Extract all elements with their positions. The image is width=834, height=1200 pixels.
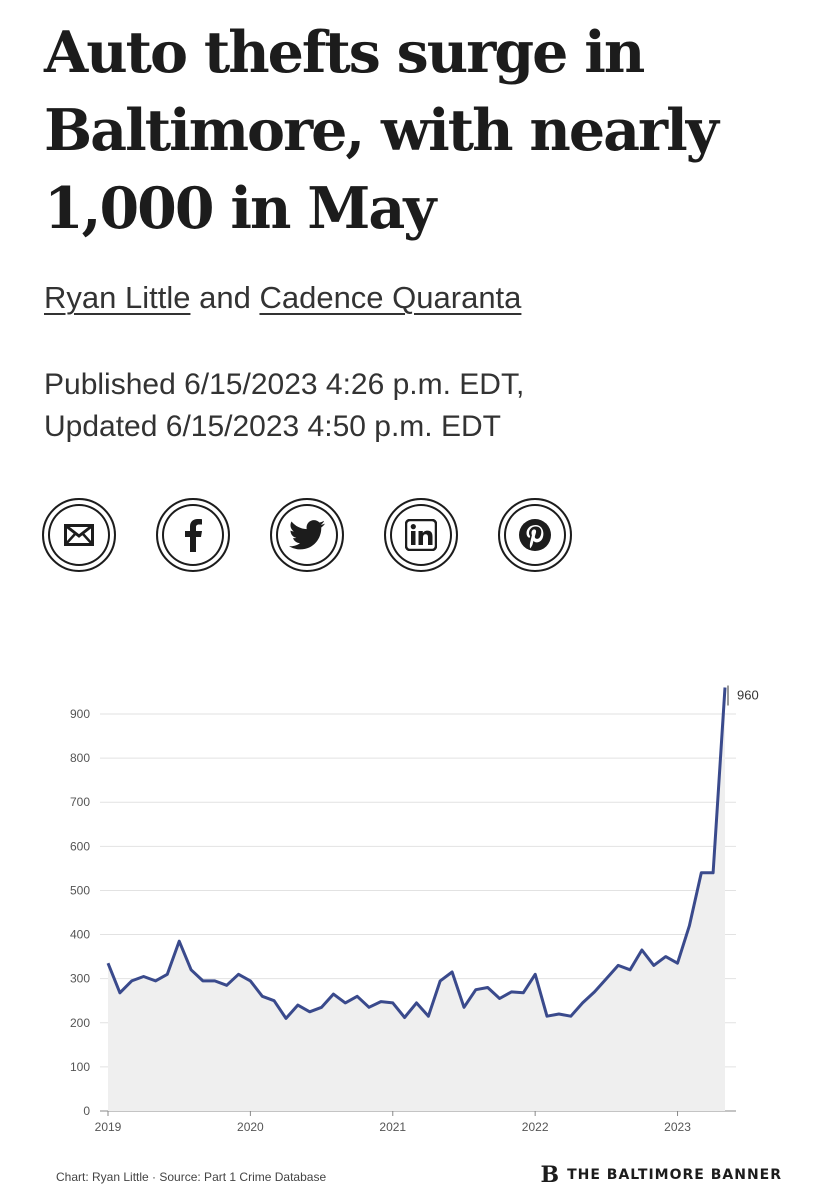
share-linkedin-button[interactable]: [384, 498, 458, 572]
thefts-area-fill: [108, 687, 725, 1111]
annotation: 960: [727, 685, 759, 706]
byline: Ryan Little and Cadence Quaranta: [44, 280, 521, 316]
y-tick-label: 900: [70, 707, 90, 721]
y-tick-label: 700: [70, 795, 90, 809]
y-tick-label: 600: [70, 839, 90, 853]
banner-logo-mark: B: [540, 1162, 560, 1188]
y-tick-label: 200: [70, 1016, 90, 1030]
x-tick-label: 2023: [664, 1120, 691, 1134]
facebook-icon: [185, 519, 202, 552]
x-tick-label: 2020: [237, 1120, 264, 1134]
share-twitter-button[interactable]: [270, 498, 344, 572]
y-tick-label: 800: [70, 751, 90, 765]
annotation-label: 960: [737, 688, 759, 703]
y-tick-label: 100: [70, 1060, 90, 1074]
timestamps: Published 6/15/2023 4:26 p.m. EDT, Updat…: [44, 364, 524, 448]
author-link[interactable]: Ryan Little: [44, 280, 191, 315]
updated-time: Updated 6/15/2023 4:50 p.m. EDT: [44, 410, 501, 443]
author-link[interactable]: Cadence Quaranta: [259, 280, 522, 315]
publisher-brand[interactable]: B THE BALTIMORE BANNER: [540, 1164, 782, 1186]
y-tick-label: 500: [70, 883, 90, 897]
share-pinterest-button[interactable]: [498, 498, 572, 572]
y-axis-ticks: 0 100 200 300 400 500 600 700 800 900: [70, 707, 90, 1118]
y-tick-label: 400: [70, 928, 90, 942]
share-facebook-button[interactable]: [156, 498, 230, 572]
x-tick-label: 2022: [522, 1120, 549, 1134]
pinterest-icon: [519, 519, 551, 551]
headline: Auto thefts surge in Baltimore, with nea…: [44, 19, 719, 242]
published-time: Published 6/15/2023 4:26 p.m. EDT,: [44, 368, 525, 401]
email-icon: [64, 524, 94, 546]
twitter-icon: [289, 520, 325, 550]
share-email-button[interactable]: [42, 498, 116, 572]
banner-brand-name: THE BALTIMORE BANNER: [567, 1167, 782, 1183]
share-bar: [42, 498, 572, 572]
auto-thefts-chart: 0 100 200 300 400 500 600 700 800 900 2019 2020 202…: [70, 685, 759, 1134]
x-axis: 2019 2020 2021 2022 2023: [95, 1111, 691, 1134]
x-tick-label: 2019: [95, 1120, 122, 1134]
thefts-series-line: [106, 687, 727, 1020]
y-tick-label: 300: [70, 972, 90, 986]
x-tick-label: 2021: [379, 1120, 406, 1134]
linkedin-icon: [405, 519, 437, 551]
chart-credit: Chart: Ryan Little · Source: Part 1 Crim…: [56, 1170, 327, 1184]
y-tick-label: 0: [83, 1104, 90, 1118]
author-joiner: and: [199, 280, 251, 315]
